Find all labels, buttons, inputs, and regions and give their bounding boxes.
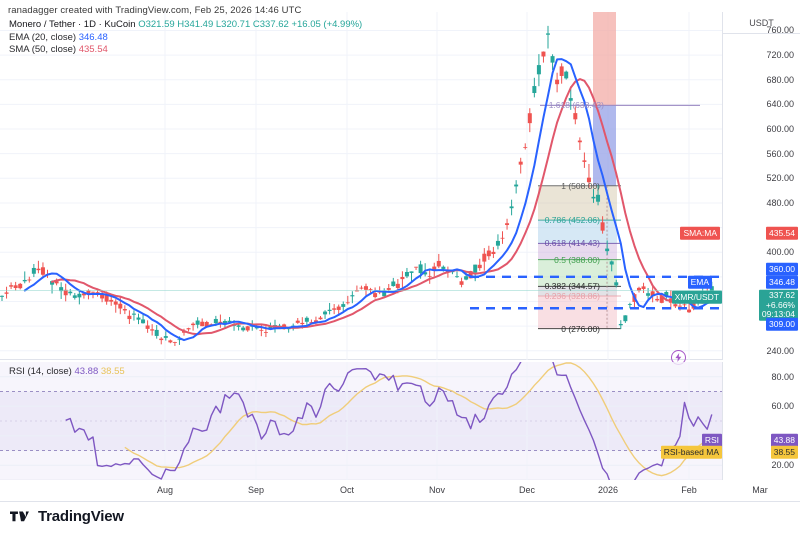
time-axis[interactable]: Aug Sep Oct Nov Dec 2026 Feb Mar: [0, 480, 800, 502]
legend-low-key: L: [215, 19, 222, 30]
rsi-ma-tag-badge: RSI-based MA: [660, 445, 722, 459]
bolt-glyph: [675, 353, 682, 362]
fib-level-label: 1 (508.00): [561, 180, 600, 191]
time-tick-label: Sep: [247, 485, 265, 495]
legend-open-value: 321.59: [145, 19, 175, 30]
time-tick-label: 2026: [597, 485, 619, 495]
price-tick-label: 520.00: [766, 173, 794, 184]
legend-sma-value: 435.54: [78, 44, 108, 55]
legend-sma-row[interactable]: SMA (50, close) 435.54: [9, 44, 362, 57]
price-tick-label: 720.00: [766, 50, 794, 61]
price-unit-cell: USDT: [722, 12, 800, 34]
price-tick-label: 240.00: [766, 345, 794, 356]
attribution-text: ranadagger created with TradingView.com,…: [8, 5, 302, 16]
price-tick-label: 760.00: [766, 25, 794, 36]
rsi-value-badge: 43.88: [770, 433, 798, 447]
tradingview-logo-icon: [10, 511, 29, 521]
price-tick-label: 640.00: [766, 99, 794, 110]
legend-change-value: +16.05 (+4.99%): [291, 19, 363, 30]
price-tick-label: 680.00: [766, 74, 794, 85]
price-axis[interactable]: 760.00 720.00 680.00 640.00 600.00 560.00 520.…: [671, 12, 800, 360]
rsi-pane[interactable]: [0, 362, 722, 480]
chart-legend: Monero / Tether · 1D · KuCoin O321.59 H3…: [9, 19, 362, 57]
legend-ema-name: EMA (20, close): [9, 31, 77, 43]
sma-tag-badge: SMA:MA: [680, 226, 720, 240]
rsi-legend-value: 43.88: [74, 366, 99, 377]
rsi-legend-name: RSI (14, close): [9, 366, 72, 377]
rsi-tick-label: 80.00: [771, 371, 794, 382]
legend-symbol-row[interactable]: Monero / Tether · 1D · KuCoin O321.59 H3…: [9, 19, 362, 32]
price-tick-label: 480.00: [766, 197, 794, 208]
price-tick-label: 560.00: [766, 148, 794, 159]
legend-symbol: Monero / Tether · 1D · KuCoin: [9, 19, 136, 30]
rsi-tick-label: 60.00: [771, 401, 794, 412]
sma-price-badge: 435.54: [766, 226, 798, 240]
fib-level-label: 0 (276.00): [561, 323, 600, 334]
level-low-badge: 309.00: [766, 317, 798, 331]
symbol-tag-badge: XMR/USDT: [671, 290, 722, 304]
rsi-ma-legend-value: 38.55: [100, 366, 125, 377]
last-price-change: +6.66%: [765, 299, 795, 310]
level-high-badge: 360.00: [766, 262, 798, 276]
last-price-countdown: 09:13:04: [761, 308, 795, 319]
legend-ema-row[interactable]: EMA (20, close) 346.48: [9, 32, 362, 45]
tradingview-brand-text: TradingView: [38, 508, 124, 525]
fib-level-label: 0.5 (388.00): [554, 254, 600, 265]
rsi-axis[interactable]: 80.00 60.00 20.00 43.88 RSI 38.55 RSI-base…: [660, 362, 800, 480]
fib-level-label: 1.618 (638.43): [548, 100, 604, 111]
rsi-ma-value-badge: 38.55: [770, 445, 798, 459]
time-tick-label: Mar: [752, 485, 768, 495]
time-tick-label: Dec: [518, 485, 536, 495]
time-tick-label: Aug: [156, 485, 174, 495]
legend-ema-value: 346.48: [78, 31, 108, 43]
rsi-tag-badge: RSI: [701, 433, 722, 447]
fib-level-label: 0.618 (414.43): [544, 238, 600, 249]
legend-high-value: 341.49: [184, 19, 214, 30]
price-tick-label: 600.00: [766, 124, 794, 135]
time-tick-label: Nov: [428, 485, 446, 495]
rsi-tick-label: 20.00: [771, 460, 794, 471]
legend-close-key: C: [252, 19, 260, 30]
legend-high-key: H: [177, 19, 185, 30]
ema-price-badge: 346.48: [766, 275, 798, 289]
legend-low-value: 320.71: [221, 19, 251, 30]
time-tick-label: Feb: [681, 485, 697, 495]
tradingview-footer[interactable]: TradingView: [10, 508, 124, 525]
fib-level-label: 0.786 (452.06): [544, 215, 600, 226]
price-tick-label: 400.00: [766, 247, 794, 258]
legend-close-value: 337.62: [259, 19, 289, 30]
legend-sma-name: SMA (50, close): [9, 44, 77, 55]
rsi-legend: RSI (14, close) 43.88 38.55: [9, 366, 125, 379]
rsi-chart-svg: [0, 362, 722, 480]
ema-tag-badge: EMA: [687, 275, 712, 289]
fib-level-label: 0.236 (328.86): [544, 291, 600, 302]
rsi-legend-row[interactable]: RSI (14, close) 43.88 38.55: [9, 366, 125, 379]
price-unit-label: USDT: [749, 17, 774, 28]
fib-level-label: 0.382 (344.57): [544, 281, 600, 292]
last-price-value: 337.62: [769, 289, 795, 300]
last-price-badge: 337.62 +6.66% 09:13:04: [758, 289, 798, 321]
time-tick-label: Oct: [339, 485, 355, 495]
legend-open-key: O: [138, 19, 146, 30]
